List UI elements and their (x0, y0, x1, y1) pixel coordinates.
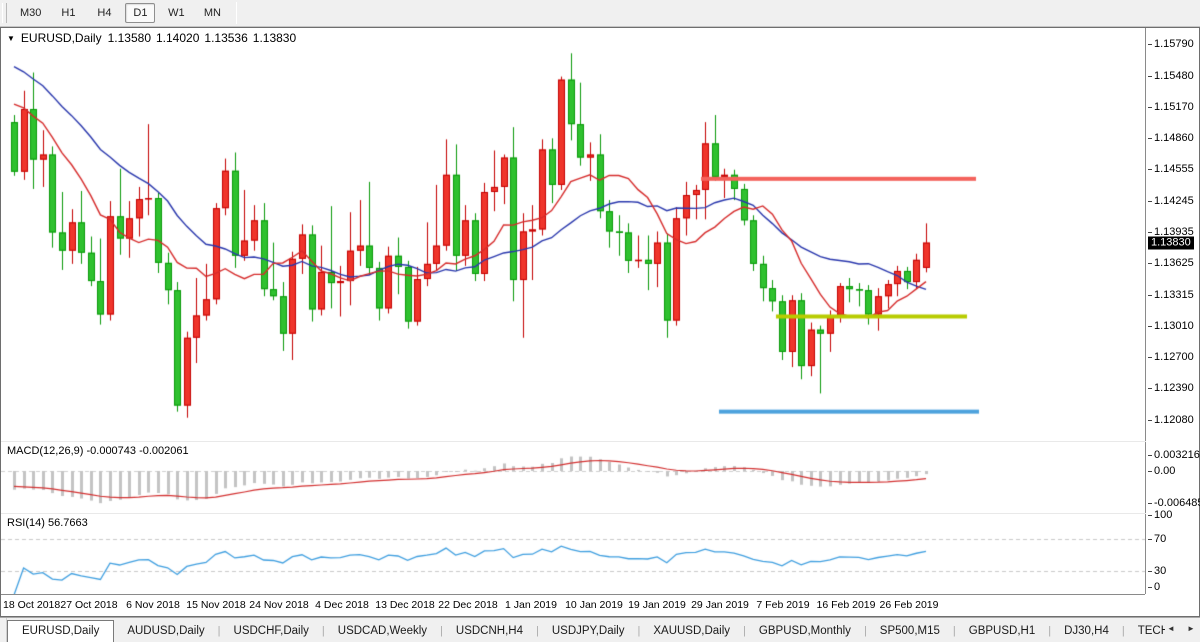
tab-bar-left-strip (0, 618, 7, 642)
chart-canvas[interactable] (1, 28, 1145, 594)
chart-window: ▼ EURUSD,Daily 1.13580 1.14020 1.13536 1… (0, 27, 1200, 617)
time-axis[interactable]: 18 Oct 2018 27 Oct 2018 6 Nov 2018 15 Nov 2… (1, 594, 1145, 616)
date-label: 29 Jan 2019 (691, 599, 749, 611)
quote-high: 1.14020 (156, 31, 200, 45)
tab-DJ30-H4[interactable]: DJ30,H4 (1064, 625, 1109, 637)
price-tick: 1.12700 (1148, 350, 1194, 363)
tab-separator: | (217, 625, 221, 637)
date-label: 22 Dec 2018 (438, 599, 498, 611)
tab-scroll-right-button[interactable]: ► (1187, 624, 1195, 633)
macd-value-main: -0.000743 (86, 445, 137, 457)
date-label: 10 Jan 2019 (565, 599, 623, 611)
tab-USDCHF-Daily[interactable]: USDCHF,Daily (233, 625, 309, 637)
tab-strip: EURUSD,Daily AUDUSD,Daily | USDCHF,Daily | US… (7, 617, 1165, 642)
symbol-label: EURUSD,Daily (20, 31, 102, 45)
toolbar-separator (236, 2, 238, 24)
tab-separator: | (1048, 625, 1052, 637)
tab-scroll-buttons: ◄ ► (1164, 621, 1198, 637)
date-label: 18 Oct 2018 (3, 599, 61, 611)
tab-separator: | (637, 625, 641, 637)
date-label: 1 Jan 2019 (505, 599, 557, 611)
toolbar-grip[interactable] (2, 3, 7, 23)
tab-TECH100-H4[interactable]: TECH100,H4 (1137, 625, 1165, 637)
current-price-tag: 1.13830 (1148, 236, 1194, 250)
timeframe-button-M30[interactable]: M30 (20, 7, 42, 19)
price-tick: 1.15480 (1148, 69, 1194, 82)
tab-scroll-left-button[interactable]: ◄ (1167, 624, 1175, 633)
date-label: 27 Oct 2018 (60, 599, 118, 611)
price-tick: 1.12080 (1148, 413, 1194, 426)
tab-separator: | (952, 625, 956, 637)
price-tick: 1.13010 (1148, 319, 1194, 332)
macd-pane-label: MACD(12,26,9) -0.000743 -0.002061 (7, 445, 189, 457)
chart-title: ▼ EURUSD,Daily 1.13580 1.14020 1.13536 1… (7, 31, 296, 45)
tab-USDCNH-H4[interactable]: USDCNH,H4 (455, 625, 523, 637)
tab-USDCAD-Weekly[interactable]: USDCAD,Weekly (337, 625, 428, 637)
rsi-axis-tick: 100 (1147, 509, 1173, 521)
date-label: 13 Dec 2018 (375, 599, 435, 611)
price-tick: 1.15170 (1148, 100, 1194, 113)
tab-XAUUSD-Daily[interactable]: XAUUSD,Daily (653, 625, 731, 637)
tab-AUDUSD-Daily[interactable]: AUDUSD,Daily (127, 625, 205, 637)
tab-separator: | (535, 625, 539, 637)
rsi-axis-tick: 0 (1147, 581, 1161, 593)
price-axis-divider (1145, 28, 1146, 594)
quote-close: 1.13830 (252, 31, 297, 45)
macd-axis-tick: 0.003216 (1148, 448, 1200, 461)
rsi-label: RSI(14) (7, 517, 45, 529)
date-label: 19 Jan 2019 (628, 599, 686, 611)
rsi-axis-tick: 70 (1147, 533, 1167, 545)
quote-low: 1.13536 (204, 31, 248, 45)
rsi-value: 56.7663 (47, 517, 88, 529)
timeframe-button-W1[interactable]: W1 (168, 7, 185, 19)
price-axis[interactable]: 1.15790 1.15480 1.15170 1.14860 1.14555 1.142… (1146, 28, 1200, 616)
rsi-pane-separator[interactable] (1, 513, 1199, 514)
chart-tab-bar: EURUSD,Daily AUDUSD,Daily | USDCHF,Daily | US… (0, 617, 1200, 642)
tab-EURUSD-Daily[interactable]: EURUSD,Daily (7, 620, 115, 642)
rsi-axis-tick: 30 (1147, 565, 1167, 577)
timeframe-button-D1[interactable]: D1 (125, 3, 156, 23)
timeframe-button-H1[interactable]: H1 (61, 7, 76, 19)
price-tick: 1.14555 (1148, 163, 1194, 176)
collapse-quote-icon[interactable]: ▼ (7, 33, 15, 43)
price-tick: 1.12390 (1148, 382, 1194, 395)
tab-GBPUSD-H1[interactable]: GBPUSD,H1 (968, 625, 1036, 637)
timeframe-button-MN[interactable]: MN (203, 7, 221, 19)
tab-separator: | (743, 625, 746, 637)
macd-pane-separator[interactable] (1, 441, 1199, 442)
macd-axis-tick: -0.006485 (1148, 497, 1200, 509)
date-label: 16 Feb 2019 (816, 599, 876, 611)
date-label: 26 Feb 2019 (879, 599, 939, 611)
tab-separator: | (863, 625, 867, 637)
date-label: 4 Dec 2018 (315, 599, 369, 611)
tab-separator: | (321, 625, 325, 637)
date-label: 7 Feb 2019 (756, 599, 810, 611)
macd-label: MACD(12,26,9) (7, 445, 84, 457)
date-label: 24 Nov 2018 (249, 599, 309, 611)
price-tick: 1.13935 (1148, 225, 1194, 238)
tab-separator: | (440, 625, 443, 637)
date-label: 6 Nov 2018 (126, 599, 180, 611)
timeframe-toolbar: M30 H1 H4 D1 W1 MN (0, 0, 1200, 27)
quote-open: 1.13580 (107, 31, 151, 45)
price-tick: 1.13315 (1148, 288, 1194, 301)
tab-SP500-M15[interactable]: SP500,M15 (879, 625, 940, 637)
timeframe-button-H4[interactable]: H4 (97, 7, 112, 19)
macd-value-signal: -0.002061 (139, 445, 189, 457)
date-label: 15 Nov 2018 (186, 599, 246, 611)
price-tick: 1.15790 (1148, 38, 1194, 51)
rsi-pane-label: RSI(14) 56.7663 (7, 517, 88, 529)
price-tick: 1.13625 (1148, 257, 1194, 270)
tab-USDJPY-Daily[interactable]: USDJPY,Daily (551, 625, 625, 637)
tab-separator: | (1121, 625, 1125, 637)
price-tick: 1.14860 (1148, 132, 1194, 145)
price-tick: 1.14245 (1148, 194, 1194, 207)
tab-GBPUSD-Monthly[interactable]: GBPUSD,Monthly (758, 625, 851, 637)
macd-axis-tick: 0.00 (1147, 465, 1176, 477)
quote-line: 1.13580 1.14020 1.13536 1.13830 (108, 31, 297, 45)
